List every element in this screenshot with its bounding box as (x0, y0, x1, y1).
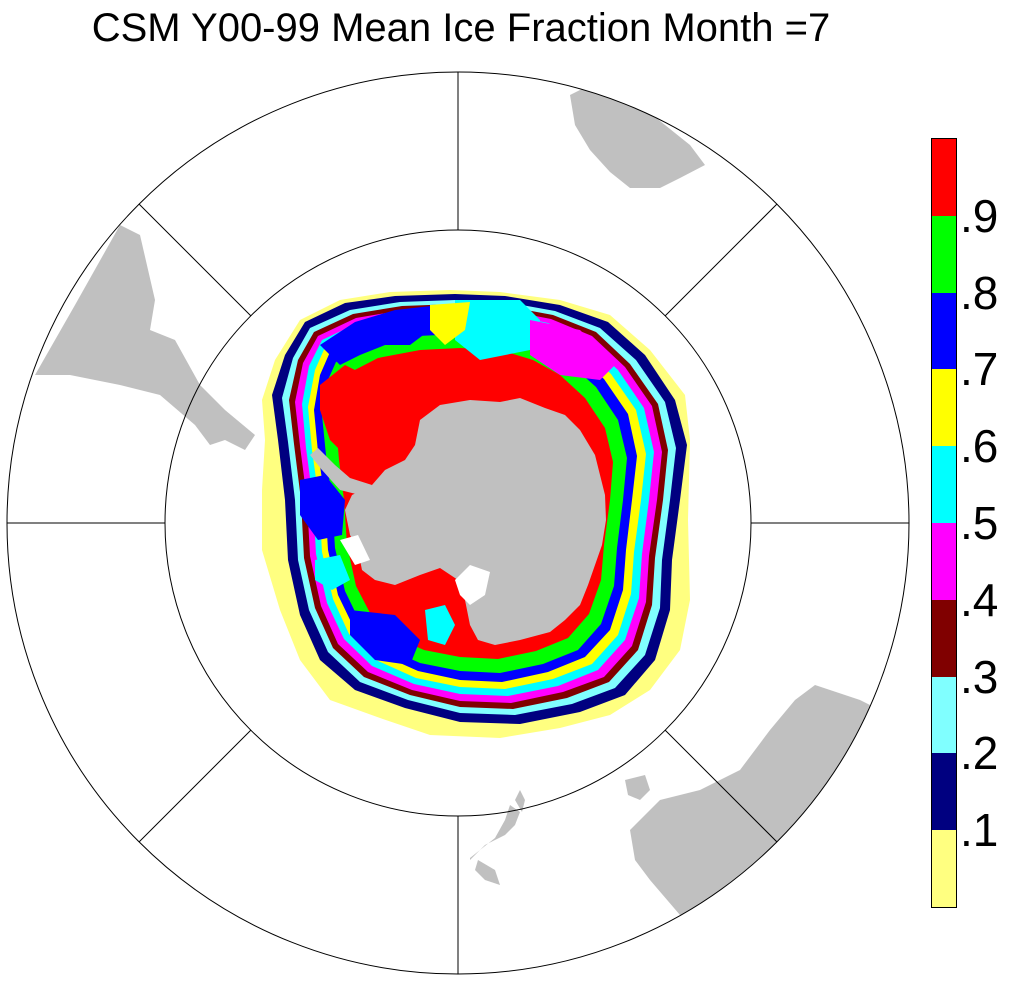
graticule (6, 71, 910, 975)
land-south-america (35, 225, 255, 450)
colorbar-segment (932, 830, 956, 907)
colorbar-label: .3 (960, 650, 999, 703)
colorbar-segment (932, 292, 956, 370)
ice-patch-northeast-magenta (530, 320, 615, 380)
land-new-zealand-south (470, 805, 520, 860)
ice-patch-northwest-red (320, 365, 420, 475)
colorbar-label: .4 (960, 573, 999, 626)
meridian-45w (138, 203, 252, 317)
meridian-135e (664, 729, 778, 843)
colorbar-label: .6 (960, 420, 999, 473)
land-new-zealand-tail (475, 860, 500, 885)
map-title: CSM Y00-99 Mean Ice Fraction Month =7 (91, 6, 831, 50)
colorbar-label: .5 (960, 497, 999, 549)
ice-patch-west-blue (300, 475, 345, 540)
colorbar-segment (932, 446, 956, 523)
colorbar-label: .9 (960, 189, 999, 242)
colorbar-segment (932, 753, 956, 831)
colorbar-segment (932, 676, 956, 754)
ice-patch-north-cyan (455, 300, 540, 360)
land-tasmania (625, 775, 650, 800)
ice-patch-southwest-cyan (315, 555, 350, 590)
meridian-135w (138, 729, 252, 843)
colorbar-segment (932, 523, 956, 600)
colorbar-label: .7 (960, 343, 999, 396)
meridian-45e (664, 203, 778, 317)
land-weddell-gap (340, 535, 370, 565)
colorbar-label: .1 (960, 804, 999, 857)
land-ross-ice-shelf (455, 565, 490, 605)
ice-patch-northwest-blue (320, 305, 440, 365)
land-new-zealand-north (515, 790, 525, 812)
colorbar-segment (932, 369, 956, 447)
ice-patch-southwest-blue (350, 610, 420, 665)
land-antarctic-peninsula (310, 448, 372, 495)
land-antarctica (345, 398, 606, 645)
colorbar-label: .2 (960, 727, 999, 780)
colorbar-segment (932, 599, 956, 677)
colorbar-segment (932, 215, 956, 293)
polar-map (6, 71, 910, 975)
colorbar-segment (932, 139, 956, 216)
colorbar-label: .8 (960, 266, 999, 319)
land-africa (570, 85, 705, 188)
colorbar (931, 138, 957, 908)
ice-patch-north-yellow (430, 302, 470, 345)
ice-patch-south-cyan (425, 605, 455, 645)
